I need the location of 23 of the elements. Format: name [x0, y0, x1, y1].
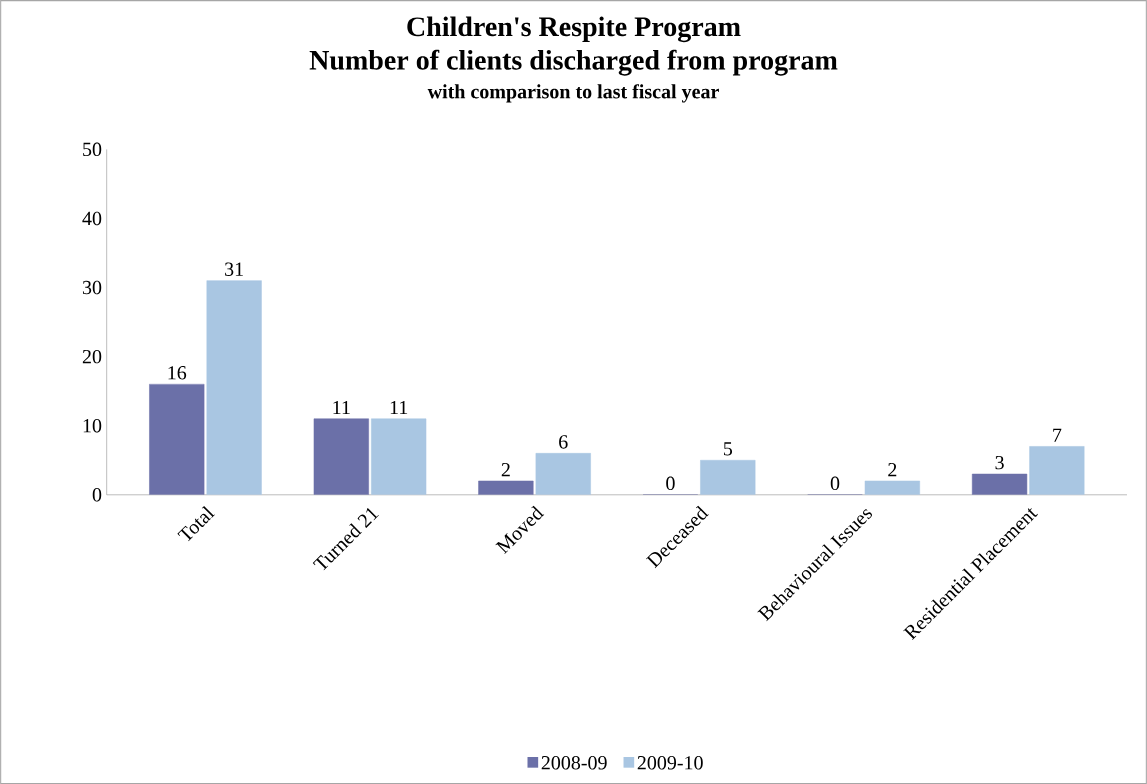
y-tick-label: 30 — [82, 280, 102, 295]
data-label: 0 — [830, 476, 840, 490]
chart-subtitle: Number of clients discharged from program — [309, 49, 838, 76]
data-label: 11 — [333, 400, 350, 414]
data-label: 6 — [559, 435, 568, 449]
y-tick-label: 20 — [82, 349, 102, 364]
data-label: 2 — [501, 462, 510, 477]
data-label: 11 — [390, 400, 408, 414]
data-label: 7 — [1053, 428, 1062, 442]
data-label: 16 — [168, 366, 187, 380]
data-label: 5 — [723, 442, 733, 456]
legend-label: 2008-09 — [541, 755, 607, 770]
data-label: 31 — [225, 262, 243, 276]
y-tick-label: 10 — [83, 418, 102, 433]
data-label: 2 — [888, 462, 897, 477]
y-tick-label: 40 — [82, 211, 102, 226]
data-label: 3 — [995, 455, 1004, 470]
data-label: 0 — [666, 476, 675, 490]
text: with comparison to last fiscal year — [427, 84, 719, 103]
y-tick-label: 50 — [83, 142, 102, 157]
y-tick-label: 0 — [92, 487, 102, 502]
legend-label: 2009-10 — [637, 755, 703, 770]
chart-title: Children's Respite Program — [407, 16, 741, 43]
